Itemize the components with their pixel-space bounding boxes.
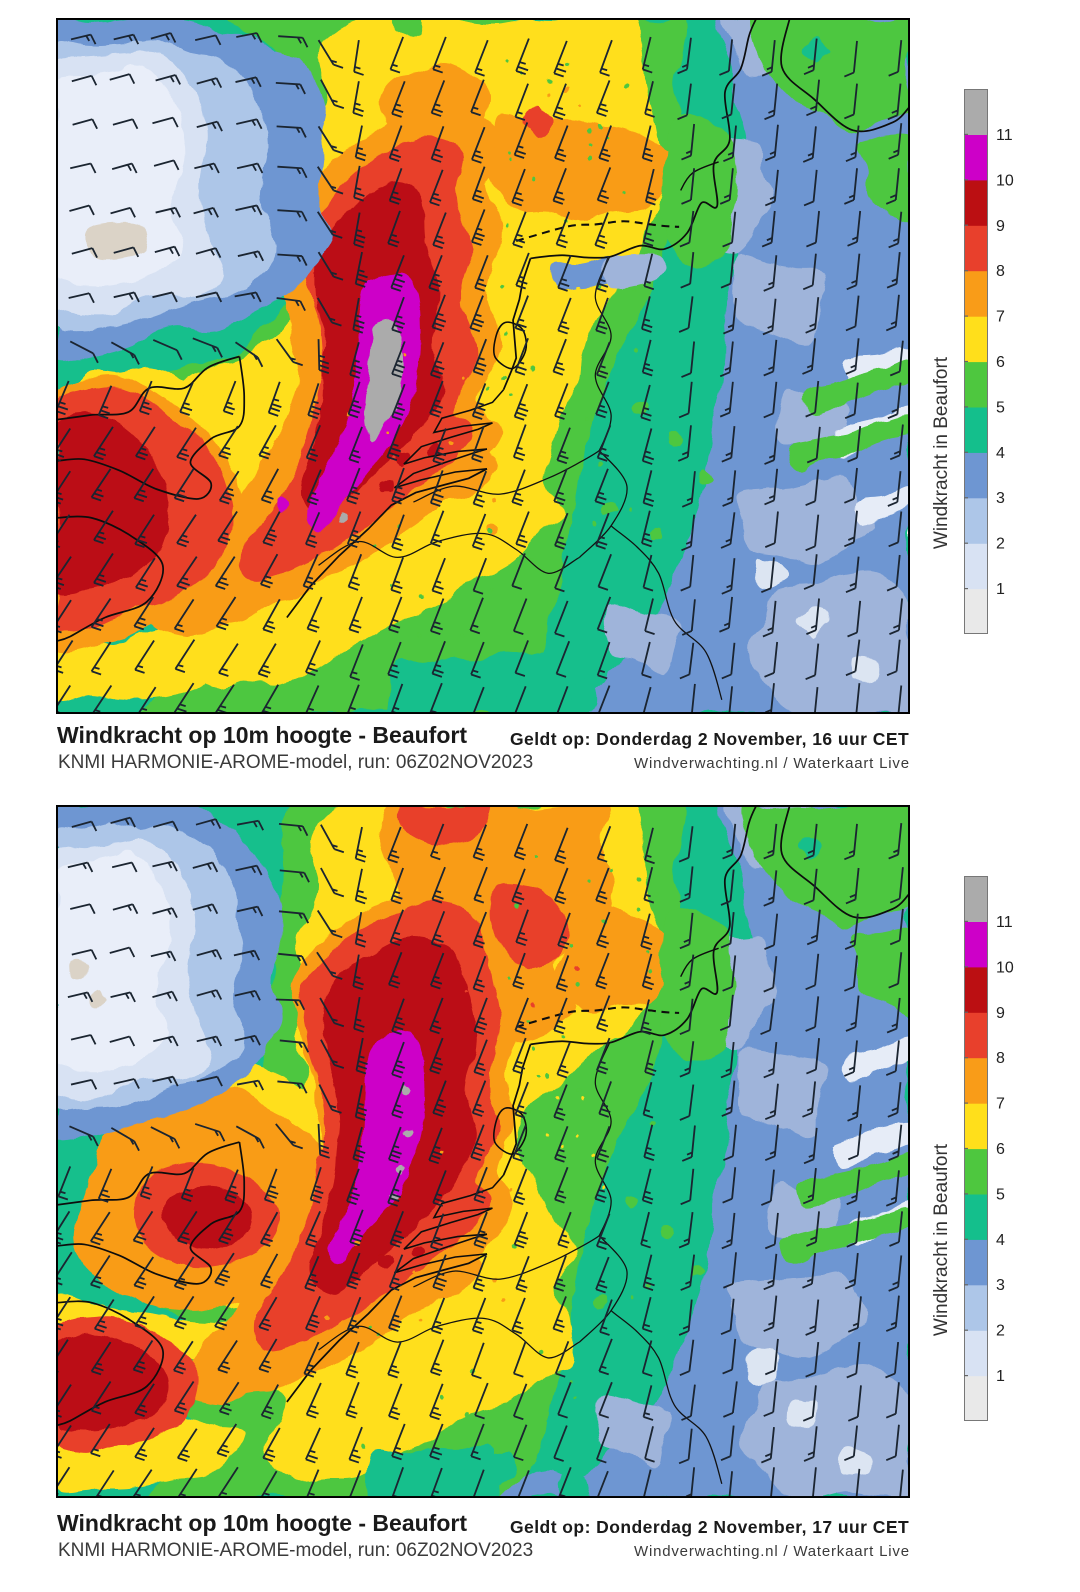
- svg-text:9: 9: [996, 218, 1005, 235]
- svg-text:3: 3: [996, 490, 1005, 507]
- svg-text:6: 6: [996, 354, 1005, 371]
- svg-text:2: 2: [996, 1323, 1005, 1340]
- svg-text:8: 8: [996, 1050, 1005, 1067]
- svg-text:1: 1: [996, 1368, 1005, 1385]
- svg-text:6: 6: [996, 1141, 1005, 1158]
- svg-text:7: 7: [996, 309, 1005, 326]
- svg-text:5: 5: [996, 1186, 1005, 1203]
- svg-text:2: 2: [996, 536, 1005, 553]
- svg-text:8: 8: [996, 263, 1005, 280]
- svg-text:4: 4: [996, 1232, 1005, 1249]
- svg-text:3: 3: [996, 1277, 1005, 1294]
- svg-text:5: 5: [996, 399, 1005, 416]
- svg-text:11: 11: [996, 914, 1013, 931]
- svg-text:10: 10: [996, 172, 1014, 189]
- svg-text:10: 10: [996, 959, 1014, 976]
- svg-text:7: 7: [996, 1096, 1005, 1113]
- svg-text:9: 9: [996, 1005, 1005, 1022]
- svg-text:4: 4: [996, 445, 1005, 462]
- svg-text:11: 11: [996, 127, 1013, 144]
- svg-text:1: 1: [996, 581, 1005, 598]
